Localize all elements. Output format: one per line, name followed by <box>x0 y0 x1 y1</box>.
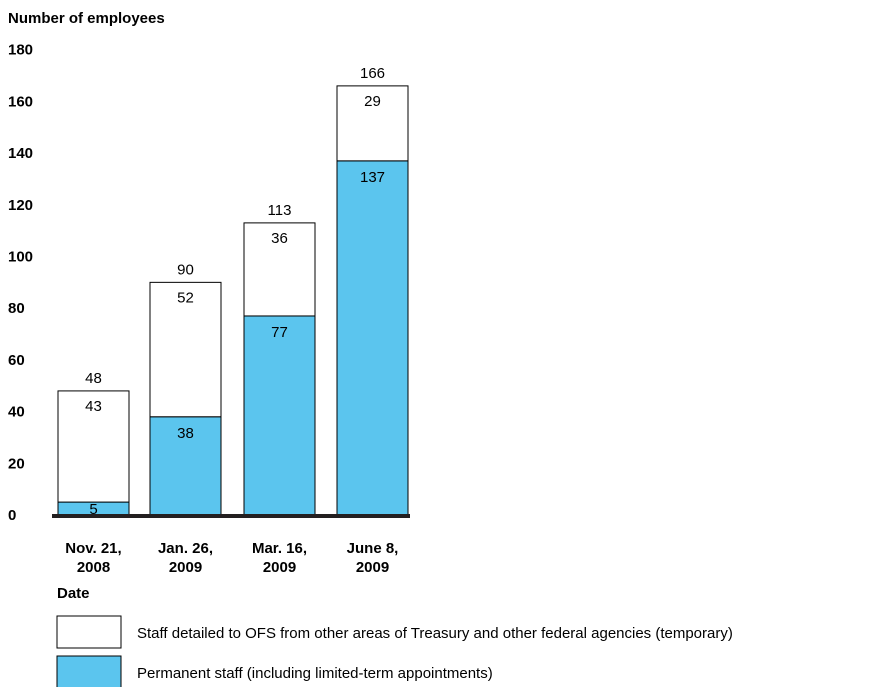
bar-temporary-segment <box>57 390 130 503</box>
y-tick-label: 20 <box>8 455 25 472</box>
data-label-total: 48 <box>85 370 102 387</box>
bar-temporary-segment <box>336 85 409 162</box>
legend-swatch <box>56 615 122 649</box>
data-label-permanent: 77 <box>271 324 288 341</box>
data-label-permanent: 137 <box>360 169 385 186</box>
x-tick-label-line: June 8, <box>347 540 399 557</box>
legend: Staff detailed to OFS from other areas o… <box>56 615 733 687</box>
x-tick-label-line: 2009 <box>169 559 202 576</box>
y-tick-label: 40 <box>8 404 25 421</box>
bars: 43 5 48 52 38 90 36 77 113 29 137 166 <box>52 65 410 518</box>
x-tick-label-line: Mar. 16, <box>252 540 307 557</box>
bar-temporary-segment <box>243 222 316 317</box>
legend-label: Staff detailed to OFS from other areas o… <box>137 625 733 642</box>
x-tick-label-line: 2008 <box>77 559 110 576</box>
x-tick-label-line: Nov. 21, <box>65 540 121 557</box>
bar-permanent-segment <box>149 416 222 516</box>
y-tick-label: 0 <box>8 507 16 524</box>
y-tick-label: 100 <box>8 249 33 266</box>
y-axis-title: Number of employees <box>8 10 165 27</box>
legend-item: Staff detailed to OFS from other areas o… <box>56 615 733 649</box>
data-label-total: 166 <box>360 65 385 82</box>
y-tick-label: 120 <box>8 197 33 214</box>
x-tick-label: Nov. 21, 2008 <box>65 540 121 576</box>
data-label-total: 90 <box>177 261 194 278</box>
bar-group: 52 38 90 <box>149 261 222 516</box>
x-tick-label-line: 2009 <box>356 559 389 576</box>
x-axis-title: Date <box>57 585 90 602</box>
bar-group: 36 77 113 <box>243 202 316 516</box>
bar-permanent-segment <box>336 160 409 516</box>
y-tick-label: 80 <box>8 300 25 317</box>
data-label-temporary: 43 <box>85 398 102 415</box>
y-axis-ticks: 0 20 40 60 80 100 120 140 160 180 <box>8 42 33 524</box>
data-label-temporary: 52 <box>177 289 194 306</box>
data-label-permanent: 5 <box>89 501 97 518</box>
x-tick-label-line: Jan. 26, <box>158 540 213 557</box>
x-tick-label-line: 2009 <box>263 559 296 576</box>
y-tick-label: 180 <box>8 42 33 59</box>
y-tick-label: 160 <box>8 93 33 110</box>
legend-swatch <box>56 655 122 687</box>
x-tick-label: June 8, 2009 <box>347 540 399 576</box>
data-label-temporary: 29 <box>364 93 381 110</box>
y-tick-label: 60 <box>8 352 25 369</box>
bar-group: 43 5 48 <box>57 370 130 518</box>
data-label-total: 113 <box>268 202 292 219</box>
data-label-permanent: 38 <box>177 425 194 442</box>
bar-permanent-segment <box>243 315 316 516</box>
data-label-temporary: 36 <box>271 230 288 247</box>
x-tick-label: Mar. 16, 2009 <box>252 540 307 576</box>
x-tick-label: Jan. 26, 2009 <box>158 540 213 576</box>
y-tick-label: 140 <box>8 145 33 162</box>
legend-item: Permanent staff (including limited-term … <box>56 655 493 687</box>
bar-temporary-segment <box>149 281 222 418</box>
legend-label: Permanent staff (including limited-term … <box>137 665 493 682</box>
bar-group: 29 137 166 <box>336 65 409 516</box>
